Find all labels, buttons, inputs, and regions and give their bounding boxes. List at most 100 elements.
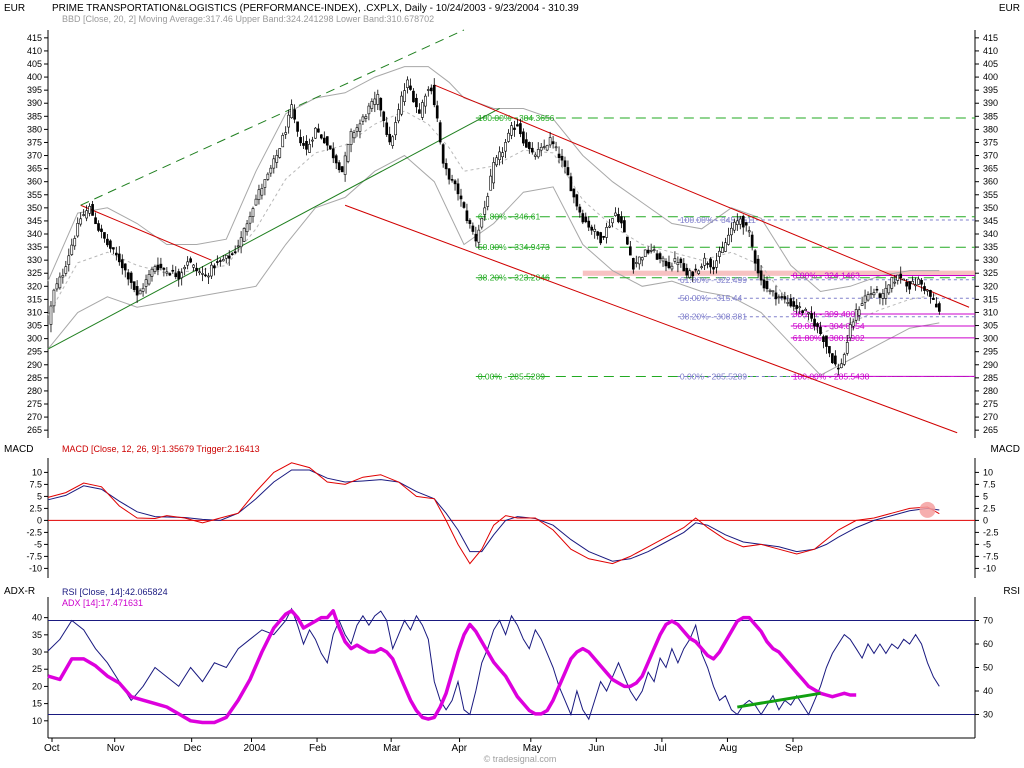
candle-body	[346, 144, 350, 162]
rsi-adx-panel: 10 15 20 25 30 35 40 30 40 50 60 70 ADX-R RSI RSI [Clo…	[4, 586, 1020, 738]
candle-body	[400, 95, 403, 115]
price-left-tick-label: 375	[27, 137, 42, 147]
price-right-tick-label: 310	[983, 307, 998, 317]
candle-body	[881, 293, 885, 299]
candle-body	[114, 252, 118, 256]
candle-body	[860, 303, 864, 306]
fib-magenta-level-label: 61.80% - 300.2902	[793, 333, 865, 343]
candle-body	[429, 87, 433, 92]
price-right-tick-label: 305	[983, 321, 998, 331]
candle-body	[807, 312, 810, 315]
candle-body	[866, 294, 870, 301]
candle-body	[418, 109, 421, 114]
fib-green-level-label: 61.80% - 346.61	[478, 212, 541, 222]
candle-body	[379, 97, 383, 111]
price-left-tick-label: 285	[27, 373, 42, 383]
candle-body	[519, 123, 522, 135]
macd-left-tick-label: -5	[34, 539, 42, 549]
candle-body	[426, 89, 430, 91]
candle-body	[94, 217, 97, 225]
macd-left-tick-label: 10	[32, 467, 42, 477]
candle-body	[768, 289, 772, 292]
candle-body	[239, 237, 243, 248]
candle-body	[314, 127, 317, 139]
candle-body	[649, 249, 653, 252]
candle-body	[863, 295, 867, 303]
candle-body	[762, 279, 766, 289]
candle-body	[147, 274, 151, 285]
candle-body	[109, 240, 112, 249]
price-left-tick-label: 325	[27, 268, 42, 278]
candle-body	[774, 292, 778, 300]
macd-trigger-line	[47, 469, 940, 562]
candle-body	[462, 202, 466, 208]
chart-title: PRIME TRANSPORTATION&LOGISTICS (PERFORMA…	[52, 3, 579, 14]
candle-body	[887, 284, 891, 294]
price-left-tick-label: 330	[27, 255, 42, 265]
fib-blue-level-label: 50.00% - 315.44	[680, 293, 743, 303]
price-left-tick-label: 265	[27, 425, 42, 435]
candle-body	[480, 218, 484, 228]
candle-body	[85, 210, 88, 219]
price-right-tick-label: 275	[983, 399, 998, 409]
candle-body	[287, 114, 291, 128]
candle-body	[254, 198, 258, 206]
price-right-tick-label: 265	[983, 425, 998, 435]
candle-body	[685, 267, 689, 276]
candle-body	[798, 306, 802, 309]
candle-body	[495, 157, 498, 166]
candle-body	[168, 273, 172, 276]
candle-body	[670, 265, 674, 270]
candle-body	[525, 139, 528, 148]
price-right-tick-label: 365	[983, 164, 998, 174]
candle-body	[498, 151, 501, 161]
candle-body	[646, 249, 650, 254]
candle-body	[673, 258, 677, 262]
candle-body	[403, 90, 406, 102]
macd-left-tick-label: 5	[37, 491, 42, 501]
candle-body	[394, 122, 397, 136]
price-left-tick-label: 410	[27, 46, 42, 56]
candle-body	[750, 234, 754, 247]
candle-body	[266, 173, 270, 180]
price-right-tick-label: 360	[983, 177, 998, 187]
candle-body	[278, 148, 282, 158]
candle-body	[753, 250, 757, 264]
candle-body	[557, 153, 561, 159]
price-left-tick-label: 270	[27, 412, 42, 422]
candle-body	[599, 232, 602, 244]
adx-left-tick-label: 20	[32, 681, 42, 691]
candle-body	[587, 220, 591, 228]
candle-body	[334, 155, 338, 164]
candle-body	[938, 303, 941, 312]
candle-body	[929, 290, 932, 297]
adx-left-tick-label: 30	[32, 647, 42, 657]
candle-body	[783, 296, 787, 300]
candle-body	[715, 260, 718, 268]
candle-body	[718, 250, 721, 257]
candle-body	[810, 313, 813, 319]
macd-panel: 10 10 7.5 7.5 5 5 2.5 2.5 0 0 -2.5 -2.5 -5 -5 -7.5 -7.5…	[4, 444, 1020, 578]
candle-body	[875, 288, 879, 291]
candle-body	[67, 255, 71, 265]
candle-body	[245, 223, 249, 233]
candle-body	[325, 136, 329, 146]
macd-left-tick-label: 2.5	[29, 503, 42, 513]
month-label: Nov	[107, 743, 125, 754]
price-left-tick-label: 415	[27, 33, 42, 43]
price-left-tick-label: 355	[27, 190, 42, 200]
candle-body	[765, 281, 769, 290]
candle-body	[935, 303, 938, 308]
candle-body	[275, 155, 279, 163]
candle-body	[801, 310, 805, 313]
candle-body	[700, 266, 703, 268]
fib-green-level-label: 50.00% - 334.9473	[478, 242, 550, 252]
price-right-tick-label: 400	[983, 72, 998, 82]
adx-left-tick-label: 35	[32, 630, 42, 640]
candle-body	[926, 289, 929, 292]
tradesignal-watermark: © tradesignal.com	[484, 754, 557, 764]
candle-body	[477, 229, 481, 243]
candle-body	[902, 278, 906, 281]
price-left-tick-label: 405	[27, 59, 42, 69]
macd-left-tick-label: -7.5	[26, 551, 42, 561]
